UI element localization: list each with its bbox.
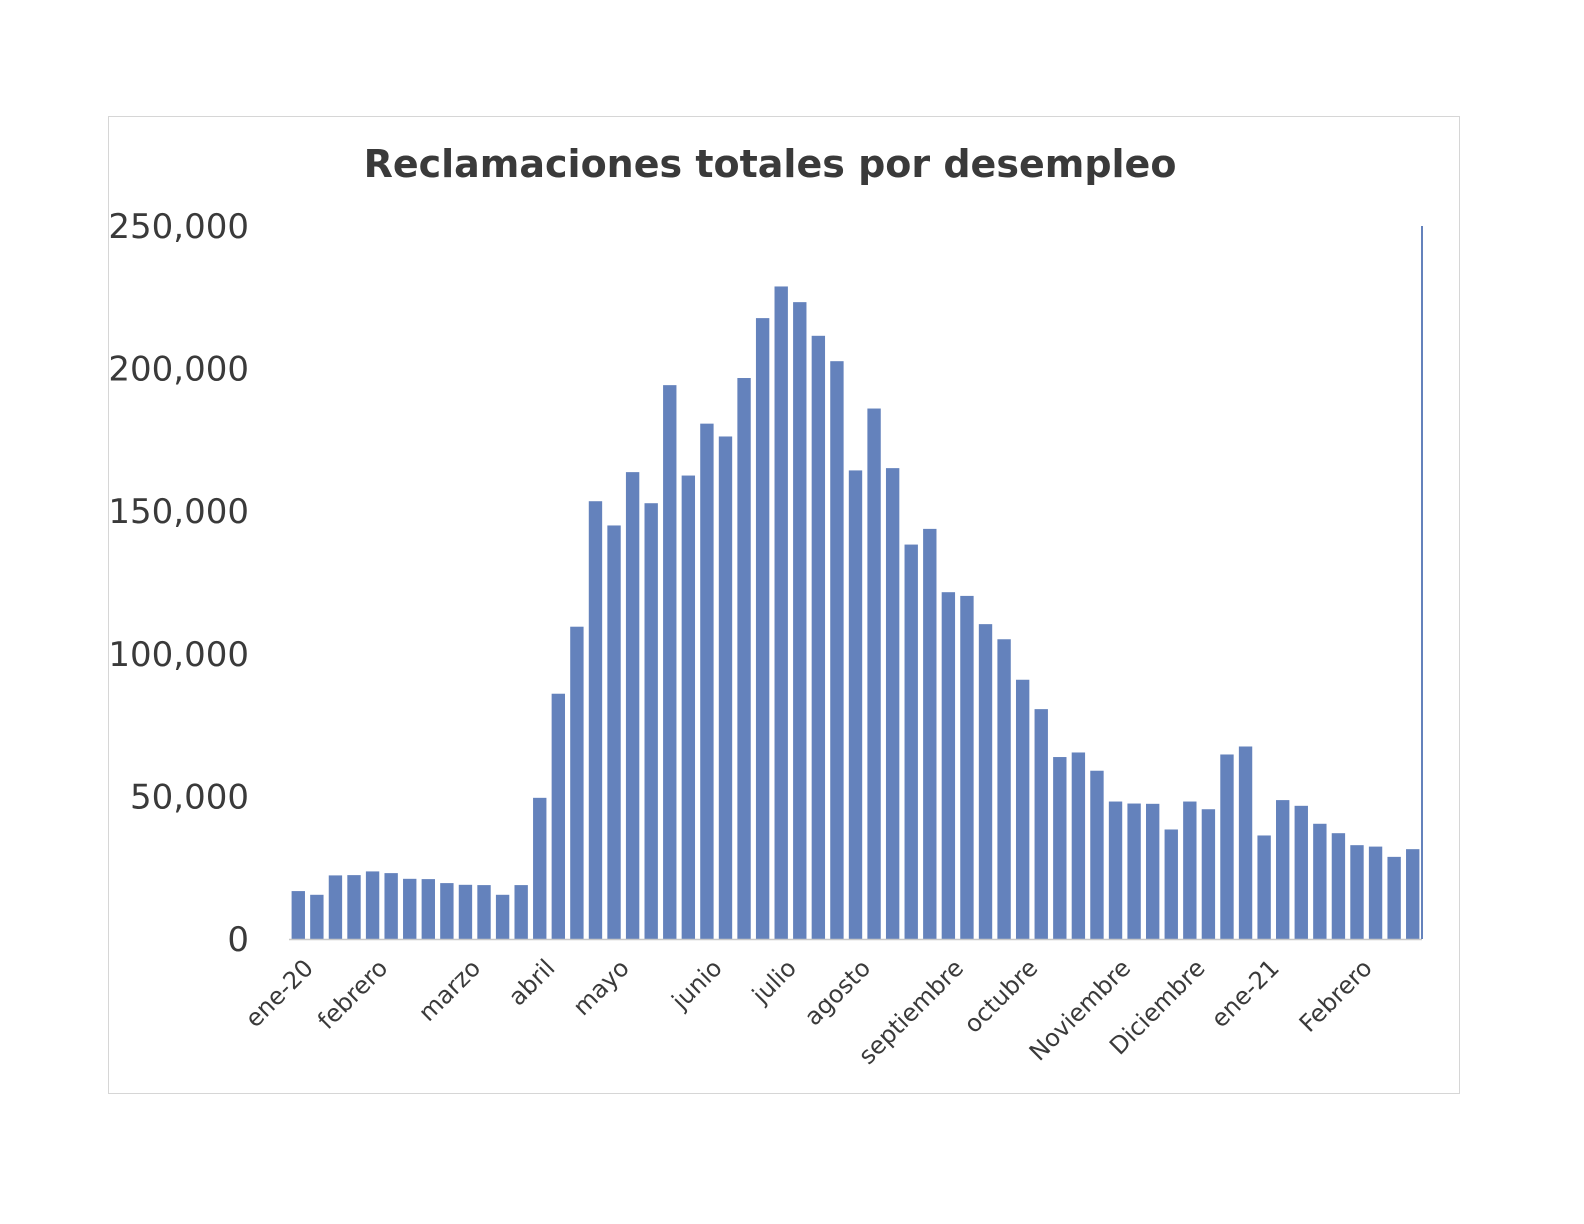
x-tick-label: mayo	[568, 954, 635, 1021]
bar	[978, 624, 993, 939]
y-tick-label: 200,000	[109, 350, 249, 390]
y-tick-label: 150,000	[109, 492, 249, 532]
bar-series	[291, 286, 1420, 940]
bar	[848, 470, 863, 939]
bar	[1053, 757, 1067, 939]
bar	[867, 408, 881, 939]
bar	[1145, 803, 1160, 939]
bar	[1034, 709, 1048, 939]
bar	[904, 544, 918, 939]
bar	[1313, 823, 1327, 939]
bar	[1368, 846, 1383, 939]
bar	[737, 378, 751, 939]
bar	[663, 385, 677, 939]
bar	[533, 797, 547, 939]
y-tick-label: 50,000	[130, 777, 249, 817]
bar	[830, 361, 844, 939]
bar	[1238, 746, 1253, 939]
bar	[644, 503, 658, 939]
bar	[1220, 754, 1234, 939]
x-tick-label: Febrero	[1294, 954, 1378, 1038]
bar	[347, 875, 361, 939]
bar	[1294, 805, 1308, 939]
bar	[1127, 803, 1141, 939]
x-tick-label: febrero	[312, 954, 393, 1035]
bar	[1350, 845, 1364, 939]
bar	[1164, 829, 1178, 939]
bar	[1276, 800, 1290, 939]
bar	[365, 871, 380, 939]
bar	[477, 885, 491, 939]
bar	[291, 891, 305, 939]
bar	[885, 468, 900, 939]
x-tick-label: ene-21	[1206, 954, 1285, 1033]
y-tick-label: 0	[227, 920, 249, 960]
bar	[458, 884, 473, 939]
bar	[811, 335, 826, 939]
x-tick-label: ene-20	[240, 954, 319, 1033]
bar	[1387, 856, 1401, 939]
bar	[514, 885, 528, 939]
bar	[440, 883, 454, 939]
bar	[1331, 833, 1346, 939]
y-tick-label: 100,000	[109, 635, 249, 675]
x-tick-label: abril	[503, 954, 560, 1011]
x-tick-label: octubre	[959, 954, 1044, 1039]
y-tick-label: 250,000	[109, 207, 249, 247]
chart-svg: Reclamaciones totales por desempleo 0 50,…	[109, 142, 1423, 1070]
bar	[570, 626, 584, 939]
bar	[1406, 849, 1420, 939]
bar	[923, 528, 937, 939]
bar	[421, 879, 435, 939]
x-tick-label: junio	[666, 954, 728, 1016]
chart-frame: Reclamaciones totales por desempleo 0 50,…	[108, 116, 1460, 1094]
bar	[607, 525, 621, 939]
bar	[1015, 679, 1030, 939]
x-tick-label: marzo	[413, 954, 486, 1027]
bar	[941, 592, 956, 939]
bar	[960, 595, 974, 939]
x-tick-label: agosto	[799, 954, 876, 1031]
bar	[625, 472, 640, 939]
bar	[588, 501, 603, 939]
bar	[328, 875, 343, 939]
bar	[1090, 770, 1104, 939]
bar	[551, 693, 566, 939]
bar	[997, 639, 1011, 939]
bar	[384, 873, 398, 939]
bar	[1201, 809, 1216, 939]
bar	[1183, 801, 1197, 939]
bar	[718, 436, 733, 939]
bar	[681, 475, 696, 939]
bar	[774, 286, 788, 939]
bar	[1108, 801, 1123, 939]
chart-title: Reclamaciones totales por desempleo	[364, 142, 1177, 186]
bar	[1257, 835, 1271, 939]
y-axis-ticks: 0 50,000 100,000 150,000 200,000 250,000	[109, 207, 249, 960]
x-tick-label: julio	[746, 954, 802, 1010]
bar	[793, 302, 807, 939]
bar	[403, 878, 417, 939]
bar	[1071, 752, 1086, 939]
bar	[495, 894, 510, 939]
bar	[700, 423, 714, 940]
bar	[755, 318, 770, 939]
bar	[310, 894, 324, 939]
